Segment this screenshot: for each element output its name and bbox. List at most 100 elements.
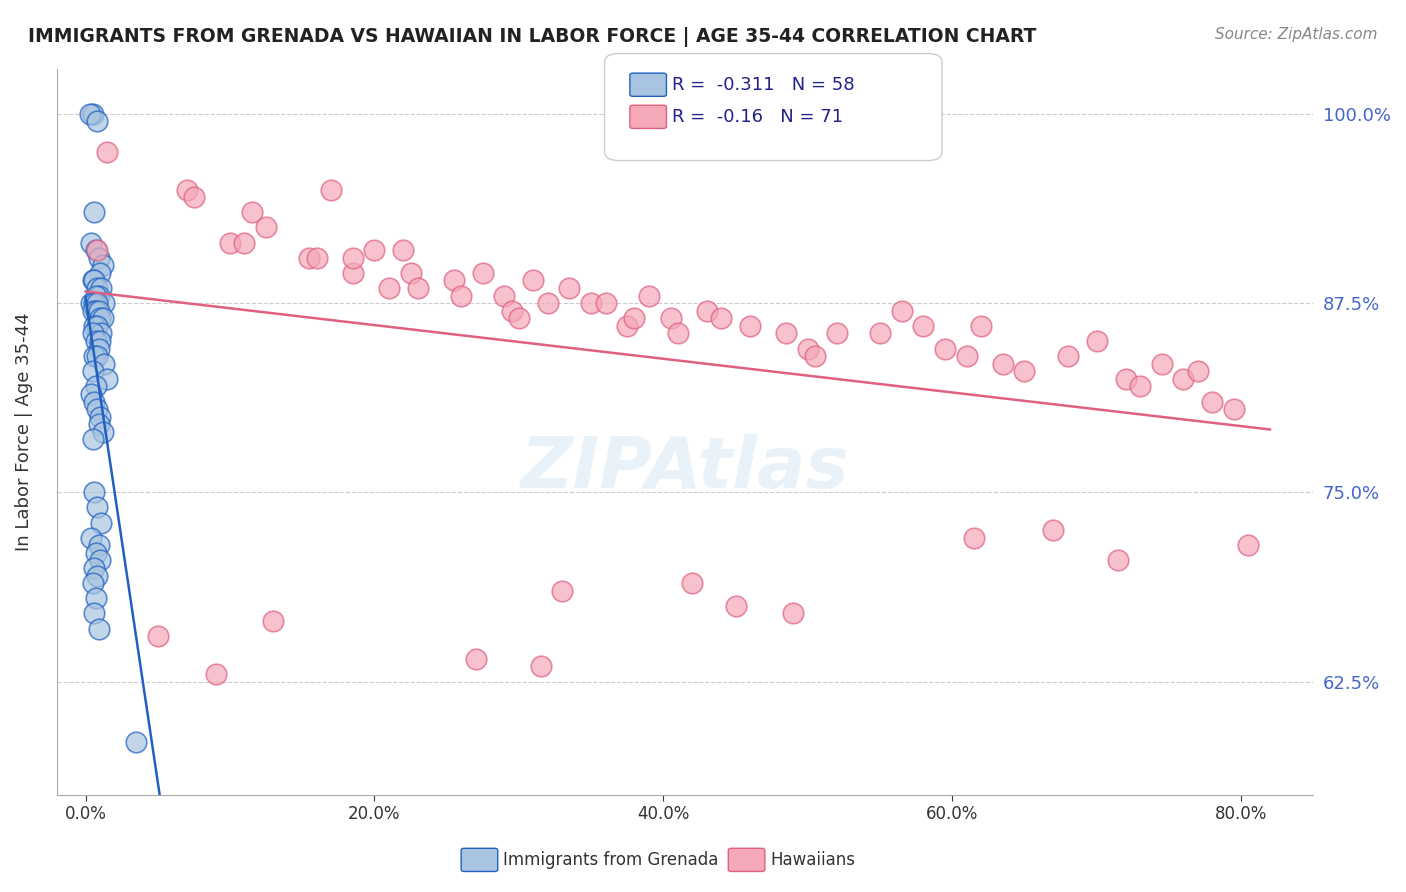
Point [86,281,108,295]
Point [89,334,111,348]
Point [934,342,956,356]
Point [90,281,112,295]
Point [82,576,104,591]
Point [86,243,108,257]
Point [84,379,107,393]
Point [254,220,277,235]
Point [83,296,105,310]
Point [963,531,986,545]
Point [1042,523,1064,537]
Point [91,425,114,439]
Point [87,303,110,318]
Point [91,258,114,272]
Point [392,243,415,257]
Point [1187,364,1209,378]
Point [86,402,108,417]
Point [501,303,523,318]
Text: Immigrants from Grenada: Immigrants from Grenada [503,851,718,869]
Point [890,303,912,318]
Point [616,318,638,333]
Point [89,266,111,280]
Point [84,243,107,257]
Point [1173,372,1195,386]
Point [86,114,108,128]
Point [204,667,226,681]
Point [86,349,108,363]
Point [146,629,169,643]
Point [1150,357,1173,371]
Point [84,303,107,318]
Point [240,205,263,219]
Point [551,583,574,598]
Point [87,538,110,552]
Point [579,296,602,310]
Point [86,296,108,310]
Point [659,311,682,326]
Point [176,183,198,197]
Point [406,281,429,295]
Point [84,288,107,302]
Point [87,417,110,432]
Point [80,235,103,250]
Point [378,281,401,295]
Point [80,296,103,310]
Point [782,607,804,621]
Point [1129,379,1152,393]
Point [82,433,104,447]
Point [84,546,107,560]
Point [1107,553,1129,567]
Point [623,311,645,326]
Y-axis label: In Labor Force | Age 35-44: In Labor Force | Age 35-44 [15,312,32,551]
Point [991,357,1014,371]
Text: R =  -0.16   N = 71: R = -0.16 N = 71 [672,108,844,126]
Point [87,251,110,265]
Point [83,205,105,219]
Point [710,311,733,326]
Point [93,296,115,310]
Text: ZIPAtlas: ZIPAtlas [520,434,849,502]
Point [83,485,105,500]
Point [869,326,891,341]
Point [89,311,111,326]
Text: IMMIGRANTS FROM GRENADA VS HAWAIIAN IN LABOR FORCE | AGE 35-44 CORRELATION CHART: IMMIGRANTS FROM GRENADA VS HAWAIIAN IN L… [28,27,1036,46]
Point [681,576,703,591]
Point [91,311,114,326]
Point [87,288,110,302]
Point [738,318,761,333]
Point [724,599,747,613]
Point [84,591,107,606]
Point [1056,349,1078,363]
Point [79,107,101,121]
Point [796,342,818,356]
Point [83,349,105,363]
Point [558,281,581,295]
Point [83,318,105,333]
Point [84,334,107,348]
Point [80,387,103,401]
Point [89,409,111,424]
Point [83,394,105,409]
Point [363,243,385,257]
Point [464,652,486,666]
Point [80,531,103,545]
Point [233,235,256,250]
Point [83,273,105,287]
Point [82,326,104,341]
Point [804,349,827,363]
Point [82,107,104,121]
Point [450,288,472,302]
Point [90,516,112,530]
Point [219,235,242,250]
Point [494,288,516,302]
Point [83,607,105,621]
Point [82,303,104,318]
Point [96,372,118,386]
Point [305,251,328,265]
Point [89,553,111,567]
Point [696,303,718,318]
Point [1201,394,1223,409]
Text: R =  -0.311   N = 58: R = -0.311 N = 58 [672,76,855,94]
Point [955,349,977,363]
Point [87,622,110,636]
Point [82,364,104,378]
